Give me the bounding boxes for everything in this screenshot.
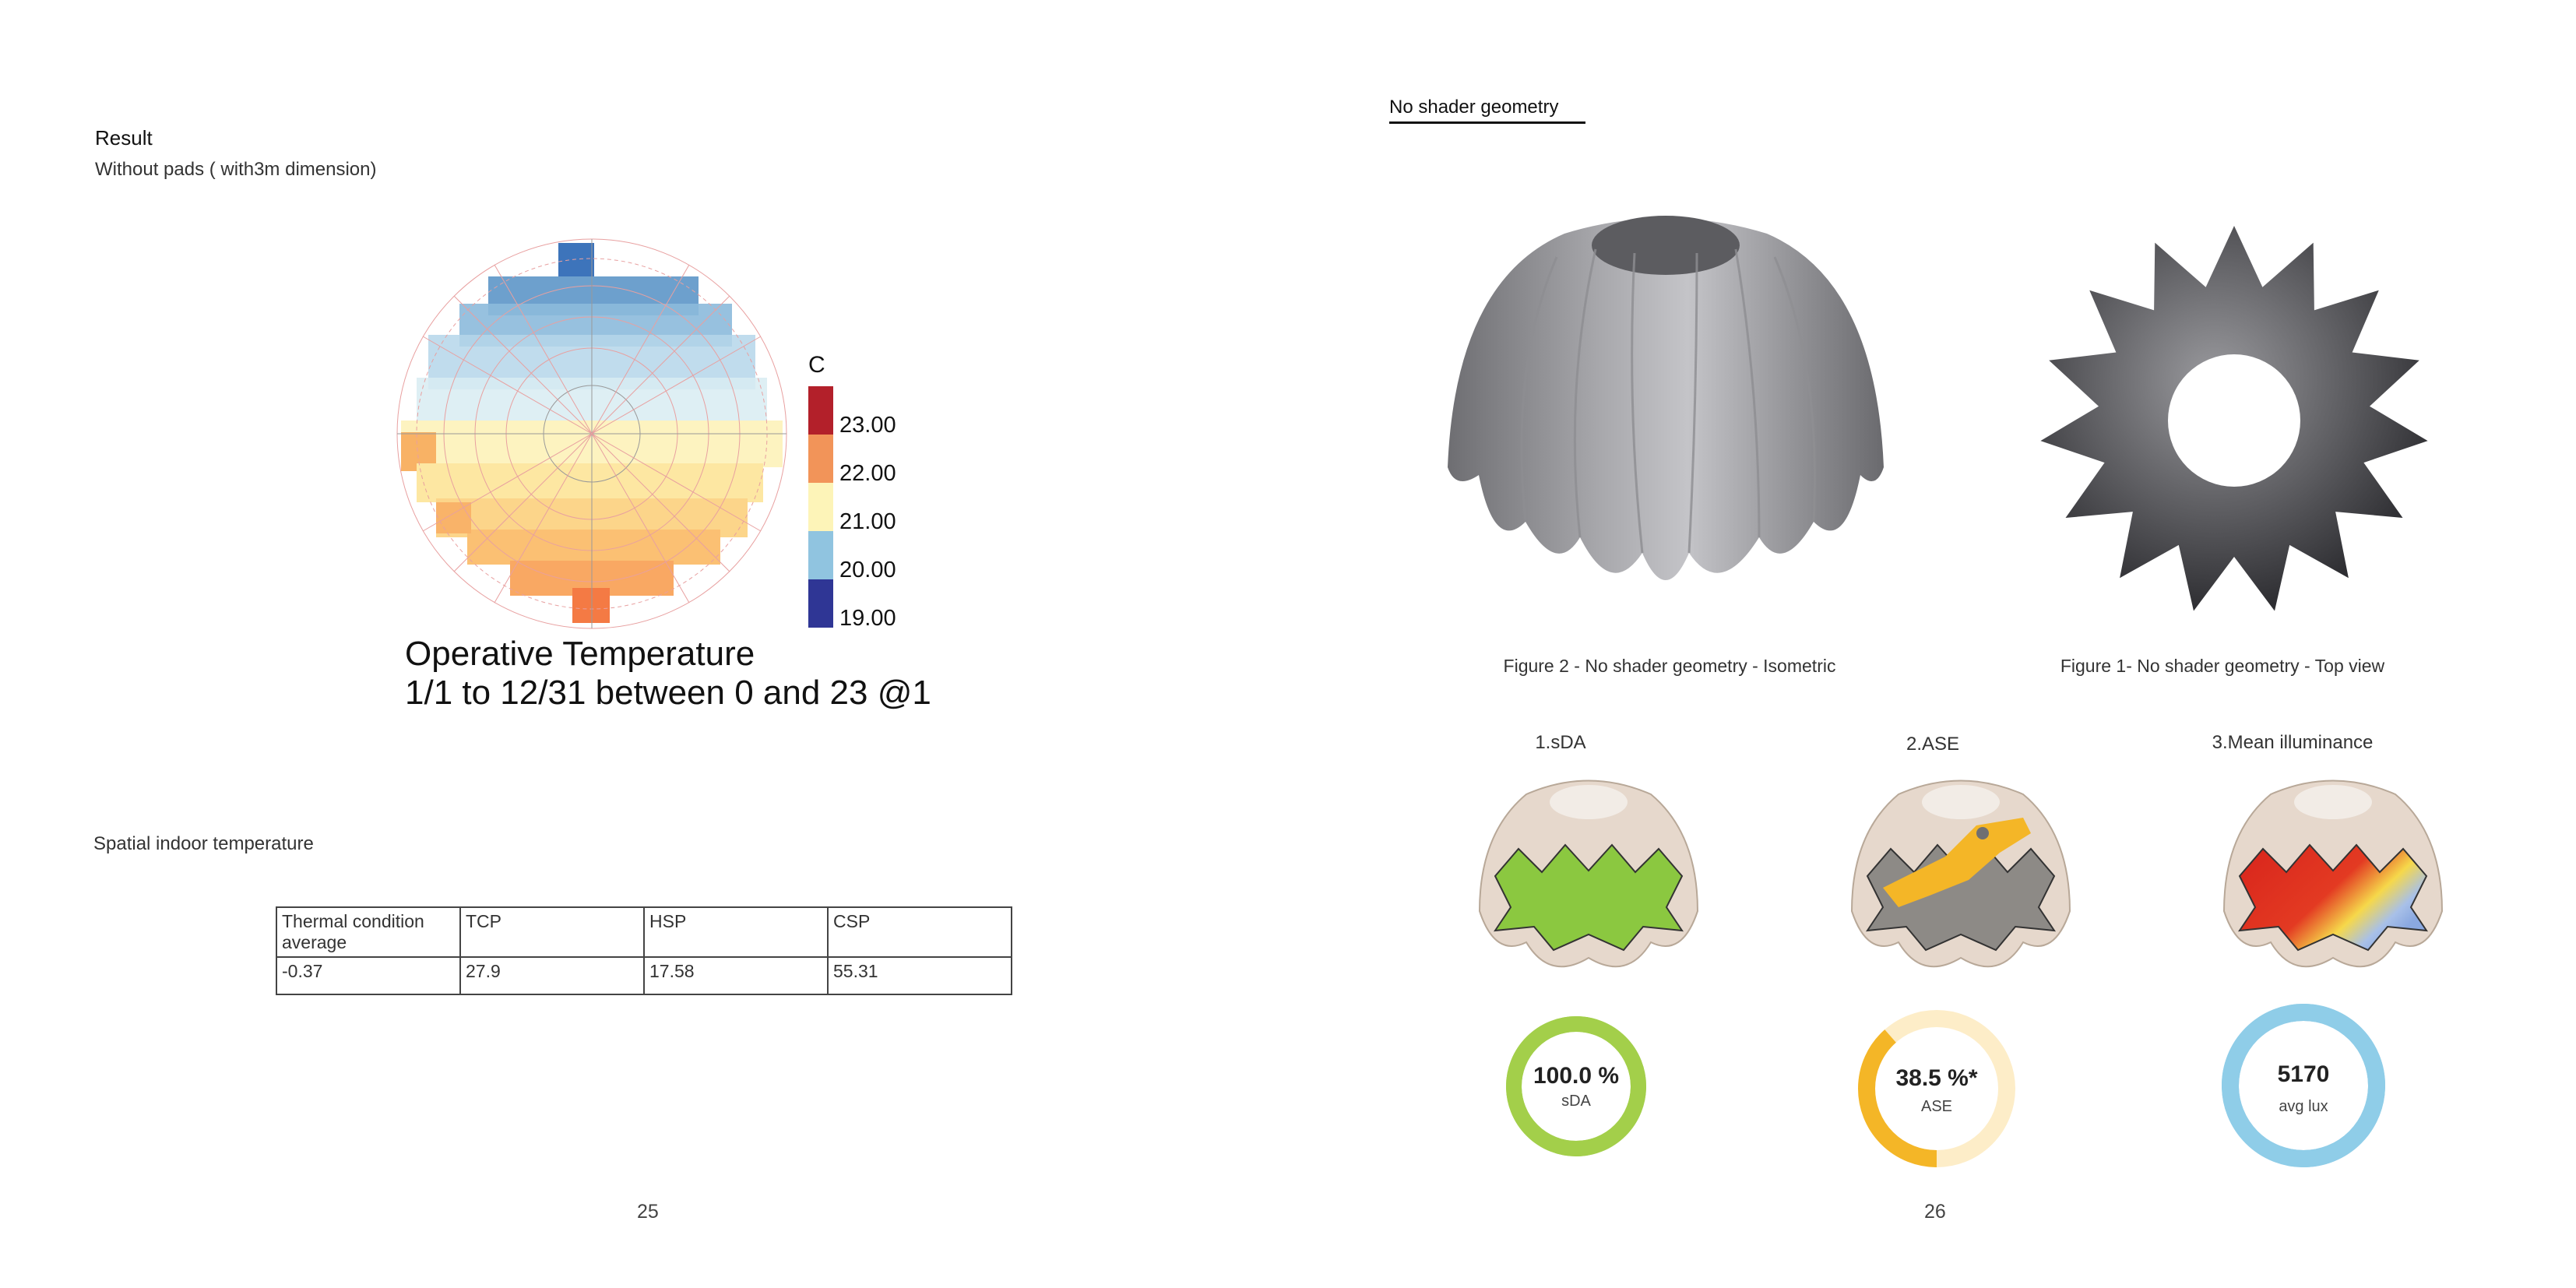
table-header-cell: HSP [643, 906, 829, 958]
figure2-caption: Figure 2 - No shader geometry - Isometri… [1503, 656, 1836, 676]
ase-dome-image [1850, 779, 2071, 968]
radial-heatmap [396, 238, 787, 629]
metric-title-ase: 2.ASE [1906, 734, 1960, 755]
result-heading: Result [95, 126, 153, 150]
legend-swatch-22 [808, 435, 833, 483]
legend-swatch-19 [808, 579, 833, 628]
page-number-right: 26 [1924, 1201, 1946, 1223]
section-title: No shader geometry [1389, 97, 1585, 124]
table-row: -0.37 27.9 17.58 55.31 [276, 956, 1012, 995]
table-cell: 27.9 [459, 956, 645, 995]
top-view-geometry-image [2040, 226, 2428, 611]
sda-ring [1506, 1016, 1646, 1156]
legend-tick-19: 19.00 [839, 606, 896, 631]
illuminance-dome-image [2222, 779, 2444, 968]
sda-dome-image [1478, 779, 1699, 968]
ase-ring [1858, 1010, 2015, 1167]
section-label: Spatial indoor temperature [93, 833, 314, 854]
legend-unit: C [808, 352, 825, 378]
table-cell: 17.58 [643, 956, 829, 995]
ase-label: ASE [1920, 1098, 1953, 1115]
table-header-cell: Thermal condition average [276, 906, 461, 958]
polar-grid [396, 238, 787, 629]
legend-swatch-20 [808, 531, 833, 579]
thermal-table: Thermal condition average TCP HSP CSP -0… [276, 906, 1012, 995]
legend [808, 386, 833, 628]
metric-title-illuminance: 3.Mean illuminance [2212, 732, 2374, 753]
legend-swatch-23 [808, 386, 833, 435]
right-page: No shader geometry [1288, 0, 2576, 1288]
table-header-cell: CSP [827, 906, 1012, 958]
legend-tick-22: 22.00 [839, 461, 896, 486]
page-number-left: 25 [637, 1201, 659, 1223]
metric-title-sda: 1.sDA [1535, 732, 1586, 753]
chart-title: Operative Temperature [405, 635, 755, 673]
sda-label: sDA [1561, 1093, 1591, 1110]
illuminance-ring [2222, 1004, 2385, 1167]
chart-subtitle: 1/1 to 12/31 between 0 and 23 @1 [405, 674, 931, 712]
table-cell: -0.37 [276, 956, 461, 995]
table-header-cell: TCP [459, 906, 645, 958]
left-page: Result Without pads ( with3m dimension) [93, 126, 1012, 1223]
illuminance-value: 5170 [2277, 1061, 2330, 1087]
ase-value: 38.5 %* [1895, 1065, 1978, 1091]
figure1-caption: Figure 1- No shader geometry - Top view [2060, 656, 2385, 676]
subheading: Without pads ( with3m dimension) [95, 159, 377, 180]
table-header-row: Thermal condition average TCP HSP CSP [276, 906, 1012, 958]
isometric-geometry-image [1448, 216, 1884, 580]
legend-tick-20: 20.00 [839, 558, 896, 582]
legend-swatch-21 [808, 483, 833, 531]
table-cell: 55.31 [827, 956, 1012, 995]
illuminance-label: avg lux [2279, 1098, 2328, 1115]
sda-value: 100.0 % [1533, 1063, 1620, 1089]
legend-tick-23: 23.00 [839, 413, 896, 438]
legend-tick-21: 21.00 [839, 509, 896, 534]
